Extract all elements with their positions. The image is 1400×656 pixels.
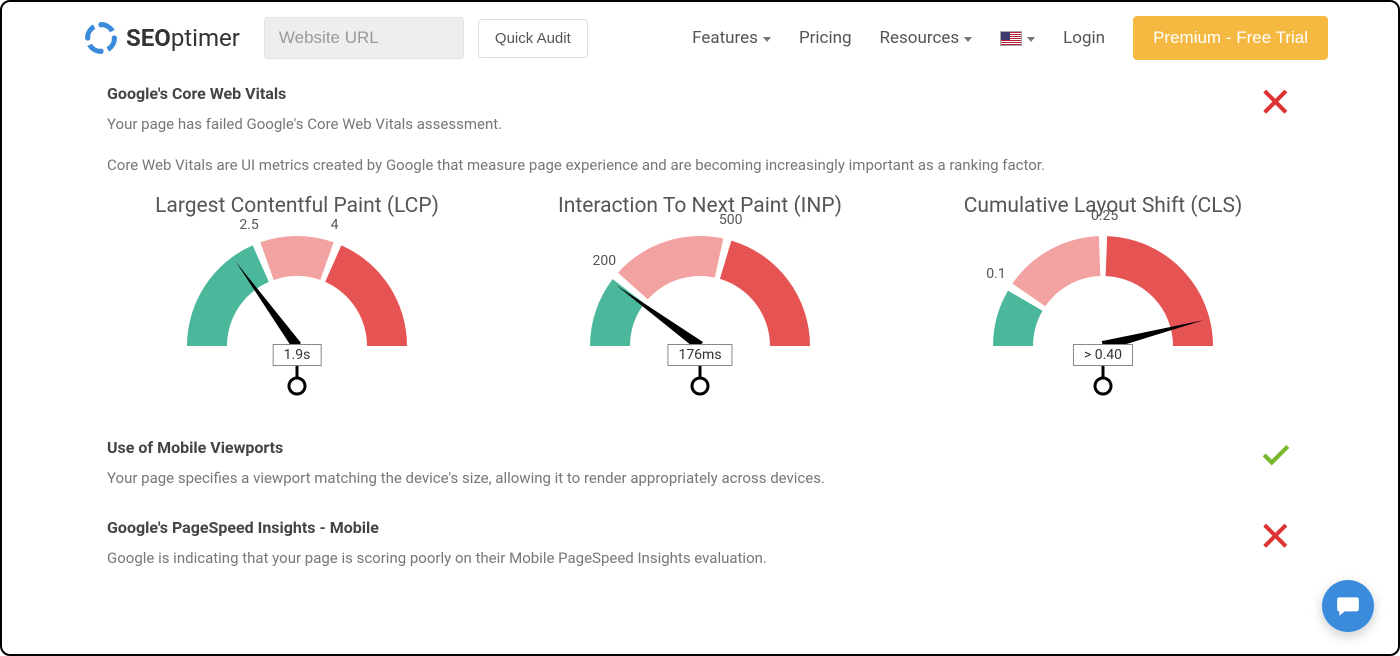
header: SEOptimer Quick Audit Features Pricing R… xyxy=(2,2,1398,74)
gauge-value: > 0.40 xyxy=(1073,344,1133,366)
main-nav: Features Pricing Resources Login Premium… xyxy=(692,16,1328,60)
nav-features[interactable]: Features xyxy=(692,28,771,48)
viewport-title: Use of Mobile Viewports xyxy=(107,438,1293,457)
nav-resources-label: Resources xyxy=(880,28,960,48)
psi-title: Google's PageSpeed Insights - Mobile xyxy=(107,518,1293,537)
status-fail-icon xyxy=(1259,518,1293,556)
gauge-lcp-title: Largest Contentful Paint (LCP) xyxy=(107,194,487,218)
gauge-tick-label: 4 xyxy=(331,217,339,233)
chevron-down-icon xyxy=(964,37,972,42)
chat-widget-button[interactable] xyxy=(1322,580,1374,632)
website-url-input[interactable] xyxy=(264,17,464,59)
nav-pricing[interactable]: Pricing xyxy=(799,28,852,48)
gauge-tick-label: 0.25 xyxy=(1091,208,1118,224)
logo[interactable]: SEOptimer xyxy=(82,19,240,57)
language-selector[interactable] xyxy=(1000,31,1035,46)
cwv-text-2: Core Web Vitals are UI metrics created b… xyxy=(107,154,1293,177)
logo-icon xyxy=(82,19,120,57)
status-fail-icon xyxy=(1259,84,1293,122)
gauge-tick-label: 200 xyxy=(592,253,616,269)
gauge-value: 1.9s xyxy=(273,344,322,366)
section-mobile-viewports: Use of Mobile Viewports Your page specif… xyxy=(107,438,1293,490)
cwv-title: Google's Core Web Vitals xyxy=(107,84,1293,103)
quick-audit-button[interactable]: Quick Audit xyxy=(478,19,588,58)
premium-trial-button[interactable]: Premium - Free Trial xyxy=(1133,16,1328,60)
section-core-web-vitals: Google's Core Web Vitals Your page has f… xyxy=(107,84,1293,406)
gauges-row: Largest Contentful Paint (LCP) 2.541.9s … xyxy=(107,194,1293,406)
gauge-value: 176ms xyxy=(667,344,732,366)
chevron-down-icon xyxy=(1027,37,1035,42)
psi-text: Google is indicating that your page is s… xyxy=(107,547,1293,570)
chevron-down-icon xyxy=(763,37,771,42)
viewport-text: Your page specifies a viewport matching … xyxy=(107,467,1293,490)
gauge-tick-label: 500 xyxy=(719,212,743,228)
section-pagespeed-insights: Google's PageSpeed Insights - Mobile Goo… xyxy=(107,518,1293,570)
logo-text: SEOptimer xyxy=(126,24,240,52)
nav-features-label: Features xyxy=(692,28,758,48)
report-content: Google's Core Web Vitals Your page has f… xyxy=(2,74,1398,569)
gauge-inp-title: Interaction To Next Paint (INP) xyxy=(510,194,890,218)
nav-login[interactable]: Login xyxy=(1063,28,1105,48)
gauge-tick-label: 2.5 xyxy=(239,217,258,233)
gauge-cls: Cumulative Layout Shift (CLS) 0.10.25> 0… xyxy=(913,194,1293,406)
us-flag-icon xyxy=(1000,31,1022,46)
gauge-inp: Interaction To Next Paint (INP) 200 500 17… xyxy=(510,194,890,406)
nav-resources[interactable]: Resources xyxy=(880,28,973,48)
status-pass-icon xyxy=(1259,438,1293,476)
gauge-lcp: Largest Contentful Paint (LCP) 2.5 4 1.9s xyxy=(107,194,487,406)
chat-icon xyxy=(1335,593,1361,619)
gauge-tick-label: 0.1 xyxy=(986,266,1005,282)
cwv-text-1: Your page has failed Google's Core Web V… xyxy=(107,113,1293,136)
